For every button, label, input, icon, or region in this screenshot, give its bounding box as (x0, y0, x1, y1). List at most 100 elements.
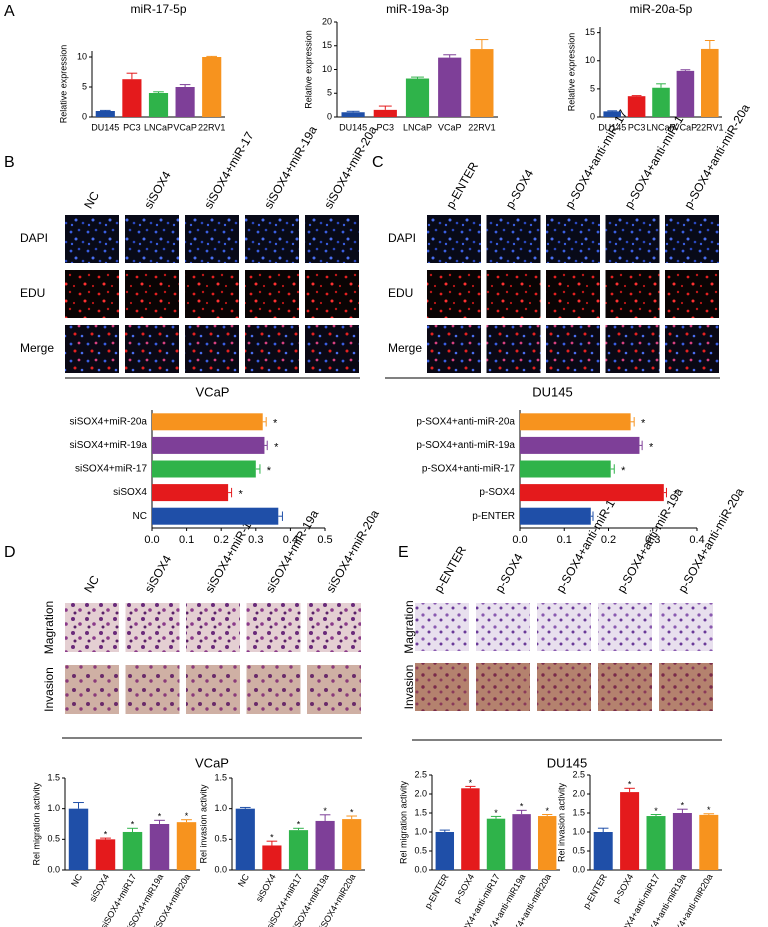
micrograph (665, 325, 719, 373)
micrograph (185, 215, 239, 263)
y-tick-label: 0 (82, 111, 87, 121)
micrograph (245, 215, 299, 263)
bar (486, 818, 506, 870)
micrograph (65, 325, 119, 373)
micrograph (605, 215, 660, 263)
significance: * (274, 441, 279, 453)
row-label: EDU (388, 286, 413, 300)
y-tick-label: siSOX4+miR-17 (75, 464, 147, 475)
x-tick-label: 0.5 (317, 534, 332, 546)
bar (646, 816, 666, 870)
heading: VCaP (195, 755, 229, 770)
column-label: NC (81, 573, 102, 595)
significance: * (158, 812, 162, 822)
panel-label: B (4, 154, 15, 171)
bar (95, 111, 115, 117)
y-tick-label: 15 (585, 27, 595, 37)
y-tick-label: 0.5 (214, 834, 227, 844)
significance: * (238, 489, 243, 501)
x-tick-label: 22RV1 (696, 122, 723, 132)
bar (176, 822, 197, 870)
bar (701, 48, 719, 117)
significance: * (681, 801, 685, 811)
y-tick-label: 0.0 (47, 864, 60, 874)
x-tick-label: siSOX4 (87, 872, 111, 903)
bar (95, 839, 116, 870)
column-label: p-SOX4 (492, 551, 526, 595)
bar (341, 112, 365, 117)
bar (152, 413, 263, 431)
chart-title: miR-17-5p (130, 2, 186, 16)
micrograph (659, 603, 713, 651)
y-tick-label: 1.0 (414, 826, 427, 836)
micrograph (185, 270, 239, 318)
x-tick-label: 0.0 (144, 534, 159, 546)
y-axis-label: Relative expression (303, 30, 313, 109)
x-tick-label: DU145 (91, 122, 119, 132)
bar (148, 93, 169, 117)
y-tick-label: 20 (322, 16, 332, 26)
significance: * (104, 829, 108, 839)
bar (461, 788, 480, 870)
x-tick-label: 22RV1 (198, 122, 225, 132)
y-tick-label: siSOX4 (113, 487, 147, 498)
micrograph (486, 325, 541, 373)
bar (699, 814, 719, 870)
micrograph (305, 325, 359, 373)
micrograph (415, 663, 469, 711)
significance: * (273, 418, 278, 430)
micrograph (125, 325, 179, 373)
micrograph (598, 663, 652, 711)
y-tick-label: p-SOX4+anti-miR-20a (416, 416, 515, 427)
bar (315, 820, 335, 870)
x-tick-label: 0.3 (248, 534, 263, 546)
significance: * (297, 820, 301, 830)
row-label: DAPI (388, 231, 416, 245)
y-tick-label: 5 (590, 83, 595, 93)
micrograph (537, 663, 591, 711)
y-tick-label: 0.0 (414, 864, 427, 874)
bar (373, 109, 397, 117)
y-tick-label: 2.0 (572, 788, 585, 798)
micrograph (427, 325, 481, 373)
significance: * (469, 778, 473, 788)
heading: DU145 (547, 755, 587, 770)
x-tick-label: PC3 (377, 122, 395, 132)
x-tick-label: DU145 (339, 122, 367, 132)
bar (438, 57, 462, 117)
micrograph (246, 603, 301, 652)
bar (405, 78, 430, 117)
x-tick-label: p-ENTER (423, 872, 451, 911)
bar (470, 49, 494, 118)
row-label: DAPI (20, 231, 48, 245)
y-axis-label: Rel invasion activity (556, 782, 566, 862)
y-axis-label: Rel migration activity (31, 782, 41, 866)
bar (122, 79, 142, 117)
micrograph (65, 665, 119, 714)
x-tick-label: VCaP (438, 122, 462, 132)
column-label: p-SOX4+anti-miR-20a (681, 101, 752, 211)
column-label: siSOX4+miR-20a (323, 507, 382, 595)
column-label: siSOX4+miR-17 (201, 129, 256, 211)
significance: * (654, 806, 658, 816)
panel-label: E (398, 544, 409, 561)
bar (152, 507, 279, 525)
bar (593, 832, 613, 870)
micrograph (245, 325, 299, 373)
micrograph (486, 215, 541, 263)
y-tick-label: 10 (585, 55, 595, 65)
row-label: Merge (388, 341, 422, 355)
heading: DU145 (532, 384, 572, 399)
significance: * (520, 802, 524, 812)
x-tick-label: 0.4 (689, 534, 704, 546)
bar (235, 808, 255, 870)
significance: * (641, 418, 646, 430)
x-tick-label: p-ENTER (581, 872, 609, 911)
bar (152, 460, 256, 478)
y-tick-label: 10 (322, 64, 332, 74)
micrograph (476, 663, 530, 711)
bar (603, 111, 621, 117)
micrograph (659, 663, 713, 711)
micrograph (665, 215, 719, 263)
y-tick-label: 0.0 (214, 864, 227, 874)
